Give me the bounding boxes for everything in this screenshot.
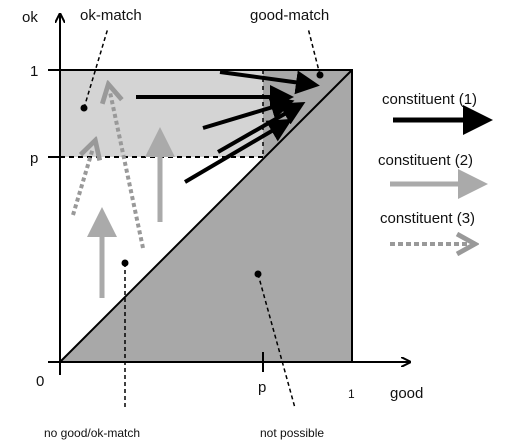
legend-label: constituent (2) (378, 152, 473, 169)
y-label: ok (22, 9, 38, 26)
dots (80, 71, 324, 278)
constituent-1-arrows (136, 70, 320, 184)
tick-label: p (258, 379, 266, 396)
x-label: good (390, 385, 423, 402)
origin: 0 (36, 373, 44, 390)
annotation: ok-match (80, 7, 142, 24)
tick-label: p (30, 150, 38, 167)
constituent-2-arrows (87, 127, 175, 298)
annotation: no good/ok-match (44, 426, 140, 440)
legend-label: constituent (1) (382, 91, 477, 108)
annotation: good-match (250, 7, 329, 24)
leaders (83, 27, 321, 410)
constituent-3-arrows (71, 92, 145, 249)
legend-label: constituent (3) (380, 210, 475, 227)
tick-label: 1 (348, 387, 355, 401)
tick-label: 1 (30, 63, 38, 80)
annotation: not possible (260, 426, 324, 440)
